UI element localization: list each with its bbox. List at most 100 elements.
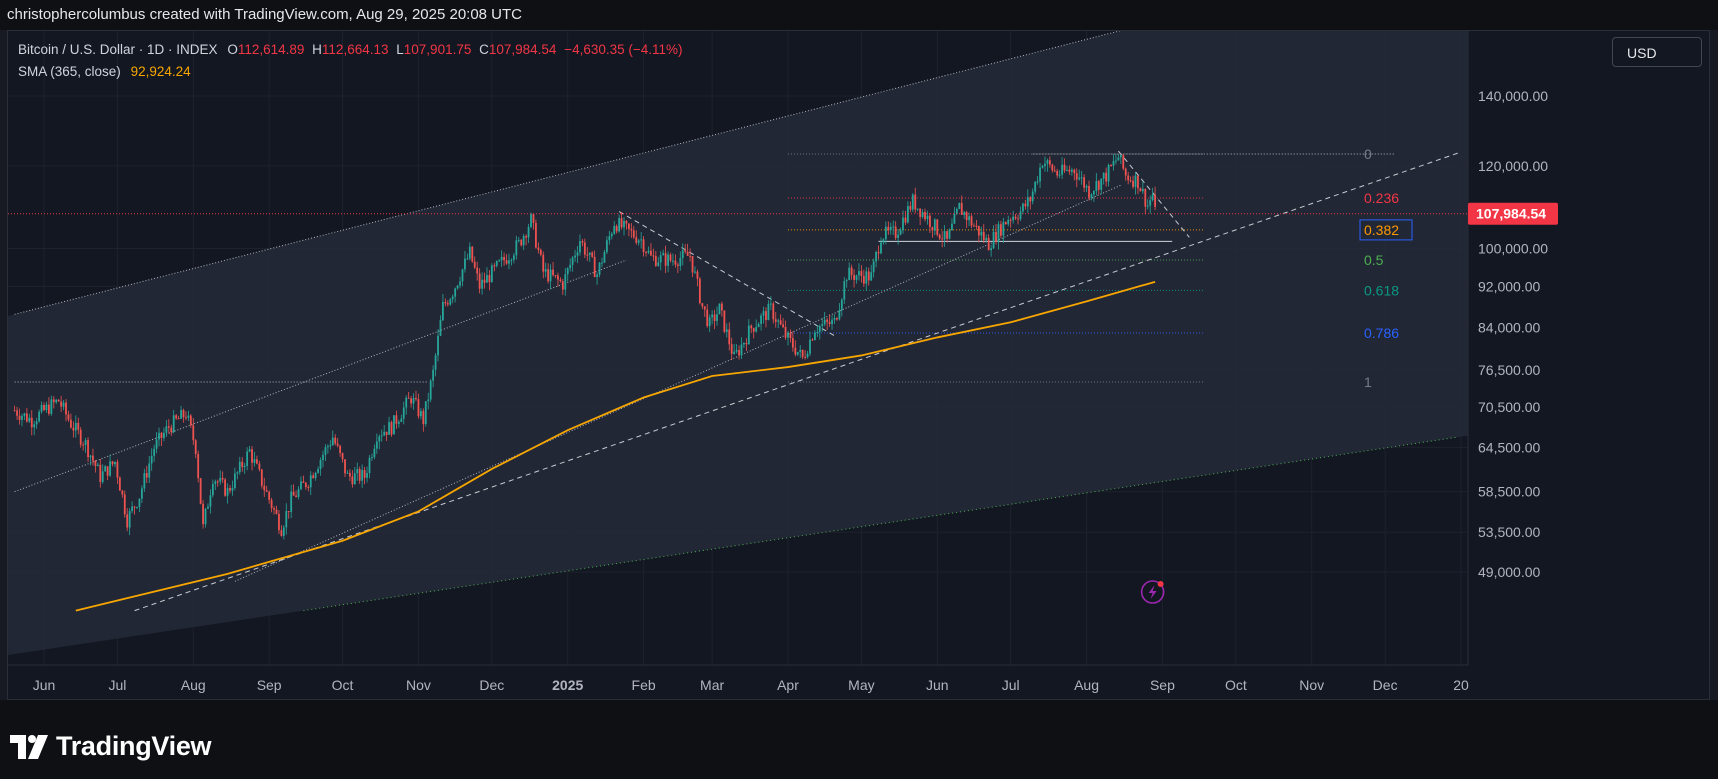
candle-body bbox=[1066, 169, 1068, 171]
candle-body bbox=[549, 269, 552, 282]
symbol-title[interactable]: Bitcoin / U.S. Dollar · 1D · INDEX bbox=[18, 42, 218, 57]
tradingview-logo-icon bbox=[10, 734, 48, 759]
candle-body bbox=[1014, 216, 1017, 219]
candle-body bbox=[1019, 211, 1022, 219]
sma-legend[interactable]: SMA (365, close) 92,924.24 bbox=[18, 64, 191, 79]
candle-body bbox=[561, 281, 564, 290]
candle-body bbox=[512, 255, 515, 260]
candle-body bbox=[410, 398, 412, 404]
candle-body bbox=[1070, 169, 1073, 172]
candle-body bbox=[55, 399, 58, 403]
candle-body bbox=[339, 445, 342, 454]
candle-body bbox=[263, 485, 266, 491]
trendline[interactable] bbox=[14, 259, 627, 493]
last-price-tag bbox=[1468, 202, 1558, 225]
candle-body bbox=[985, 237, 988, 241]
candle-body bbox=[349, 472, 351, 477]
trendline[interactable] bbox=[618, 211, 835, 337]
candle-body bbox=[743, 342, 745, 345]
candle-body bbox=[312, 475, 315, 479]
candle-body bbox=[762, 311, 765, 316]
candle-body bbox=[307, 486, 310, 488]
candle-body bbox=[757, 323, 760, 328]
candle-body bbox=[510, 259, 513, 261]
candle-body bbox=[241, 461, 244, 468]
candle-body bbox=[96, 464, 99, 467]
candle-body bbox=[167, 426, 170, 428]
candle-body bbox=[199, 478, 202, 504]
candle-body bbox=[811, 339, 814, 341]
candle-body bbox=[517, 239, 520, 241]
candle-body bbox=[1017, 218, 1019, 220]
candle-body bbox=[1132, 180, 1134, 187]
candle-body bbox=[226, 488, 229, 496]
currency-button[interactable]: USD bbox=[1612, 37, 1702, 67]
candle-body bbox=[72, 427, 75, 431]
candle-body bbox=[799, 349, 802, 353]
candle-body bbox=[101, 471, 104, 482]
candle-body bbox=[706, 309, 709, 327]
candle-body bbox=[353, 473, 356, 485]
price-tick-label: 49,000.00 bbox=[1478, 564, 1540, 580]
price-tick-label: 70,500.00 bbox=[1478, 399, 1540, 415]
candle-body bbox=[393, 415, 395, 435]
trendline[interactable] bbox=[303, 436, 1459, 612]
candle-body bbox=[552, 269, 554, 276]
time-tick-label: Jul bbox=[1002, 677, 1020, 693]
candle-body bbox=[204, 508, 207, 525]
candle-body bbox=[623, 220, 625, 228]
time-tick-label: May bbox=[848, 677, 874, 693]
trendline[interactable] bbox=[1117, 150, 1190, 238]
candle-body bbox=[899, 230, 902, 235]
candle-body bbox=[412, 397, 415, 404]
price-tick-label: 58,500.00 bbox=[1478, 484, 1540, 500]
candle-body bbox=[765, 311, 767, 321]
candle-body bbox=[581, 241, 584, 243]
sma-line[interactable] bbox=[75, 280, 1156, 612]
candle-body bbox=[62, 402, 65, 407]
candle-body bbox=[478, 273, 481, 289]
time-tick-label: Apr bbox=[777, 677, 799, 693]
candle-body bbox=[887, 226, 890, 231]
candle-body bbox=[116, 461, 119, 478]
candle-body bbox=[508, 260, 510, 264]
candle-body bbox=[300, 481, 302, 490]
candle-body bbox=[1012, 216, 1015, 221]
candle-body bbox=[637, 240, 640, 243]
candle-body bbox=[219, 477, 222, 482]
candle-body bbox=[456, 285, 459, 289]
candle-body bbox=[1061, 164, 1063, 175]
candle-body bbox=[366, 473, 368, 478]
candle-body bbox=[738, 350, 740, 356]
candle-body bbox=[324, 447, 327, 455]
candle-body bbox=[654, 255, 657, 266]
candle-body bbox=[422, 410, 425, 425]
candle-body bbox=[419, 410, 422, 417]
candle-body bbox=[155, 439, 158, 449]
candle-body bbox=[229, 488, 231, 491]
candle-body bbox=[270, 499, 273, 509]
candle-body bbox=[243, 465, 246, 468]
candle-body bbox=[1053, 170, 1056, 172]
candle-body bbox=[35, 421, 38, 425]
candle-body bbox=[958, 202, 961, 210]
candle-body bbox=[111, 461, 114, 465]
candle-body bbox=[1009, 219, 1012, 221]
candle-body bbox=[273, 508, 275, 510]
price-axis[interactable] bbox=[1468, 31, 1608, 665]
candle-body bbox=[525, 236, 528, 238]
lightning-alert-icon[interactable] bbox=[1140, 580, 1165, 604]
candle-body bbox=[674, 260, 677, 265]
candle-body bbox=[1051, 164, 1054, 171]
candle-body bbox=[461, 269, 464, 282]
candle-body bbox=[860, 271, 863, 276]
tradingview-logo[interactable]: TradingView bbox=[10, 731, 212, 762]
candle-body bbox=[716, 314, 718, 321]
candle-body bbox=[889, 226, 892, 231]
price-chart[interactable]: 0 0.236 0.382 0.5 0.618 0.786 1 140,000.00 120,0… bbox=[0, 0, 1718, 700]
candle-body bbox=[796, 352, 799, 355]
candle-body bbox=[933, 219, 936, 231]
candle-body bbox=[505, 260, 508, 264]
candle-body bbox=[466, 258, 469, 260]
candle-body bbox=[855, 275, 858, 280]
